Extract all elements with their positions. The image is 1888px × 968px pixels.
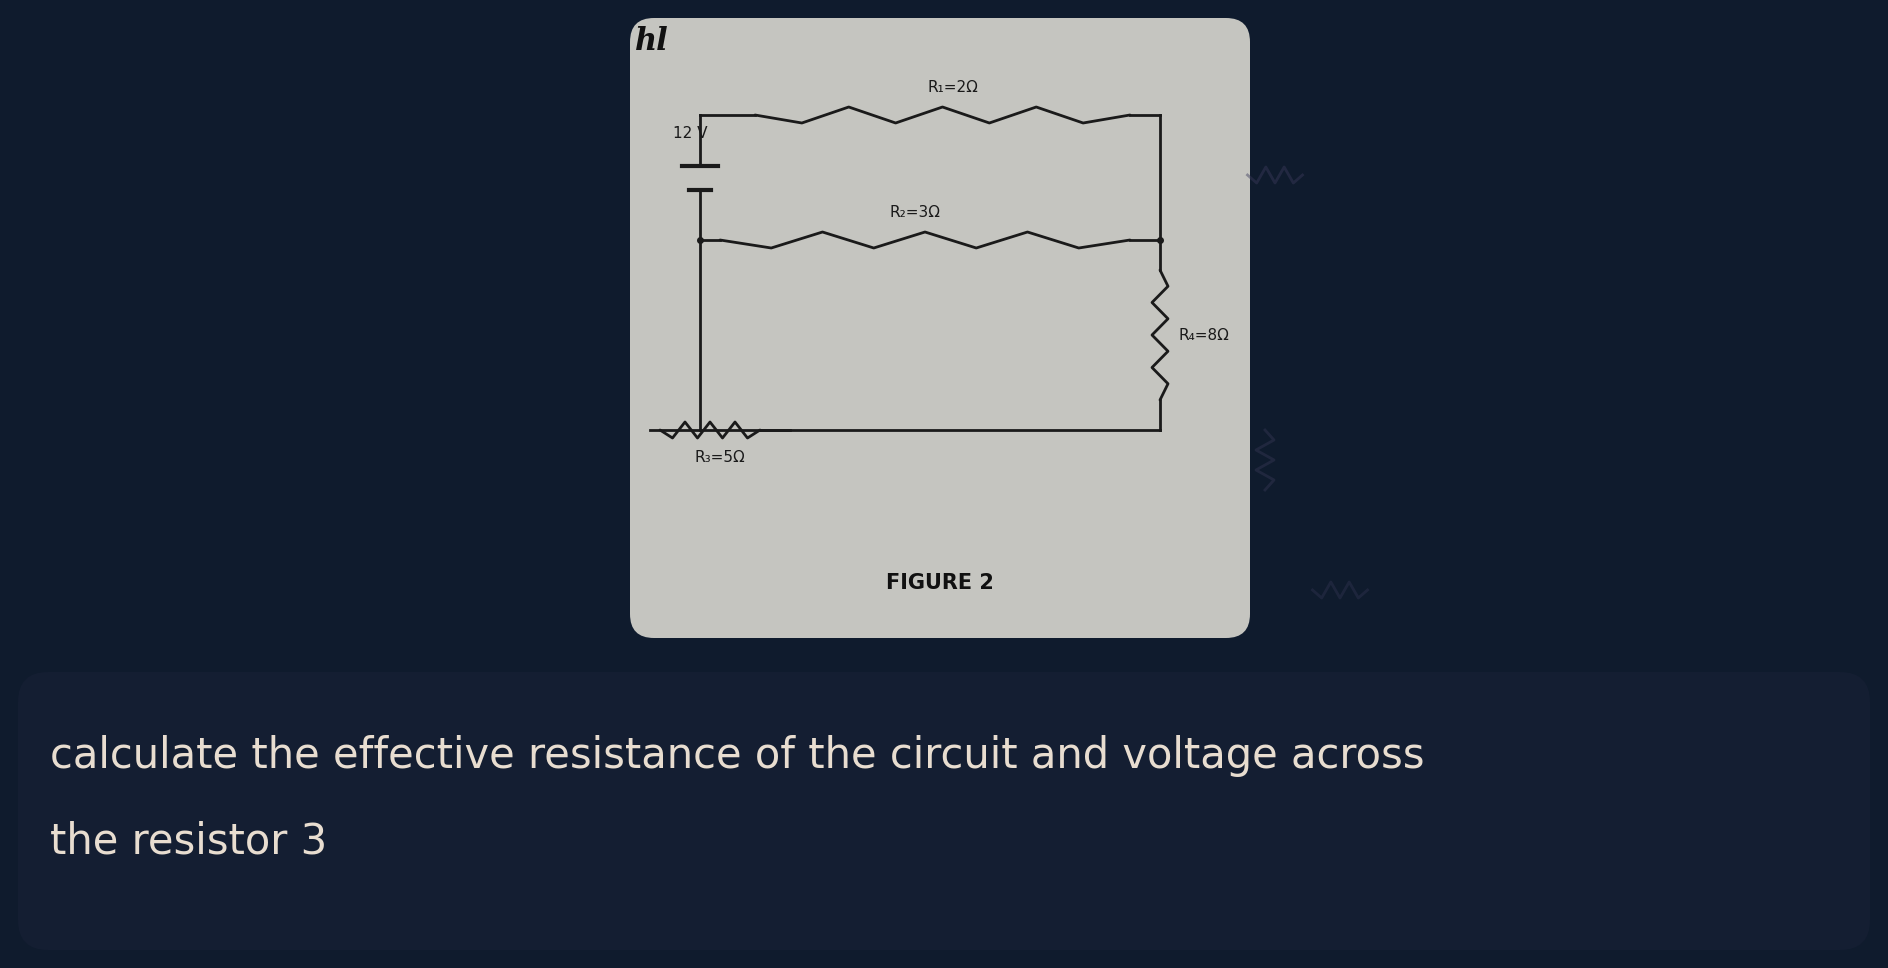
Text: R₂=3Ω: R₂=3Ω: [889, 205, 940, 220]
Text: FIGURE 2: FIGURE 2: [885, 573, 993, 593]
Text: hl: hl: [634, 26, 668, 57]
Text: R₁=2Ω: R₁=2Ω: [927, 80, 978, 95]
Text: the resistor 3: the resistor 3: [49, 820, 327, 862]
Text: 12 V: 12 V: [672, 126, 708, 140]
Text: R₄=8Ω: R₄=8Ω: [1178, 327, 1229, 343]
FancyBboxPatch shape: [631, 18, 1250, 638]
Text: R₃=5Ω: R₃=5Ω: [695, 450, 746, 465]
FancyBboxPatch shape: [19, 672, 1869, 950]
Text: calculate the effective resistance of the circuit and voltage across: calculate the effective resistance of th…: [49, 735, 1425, 777]
